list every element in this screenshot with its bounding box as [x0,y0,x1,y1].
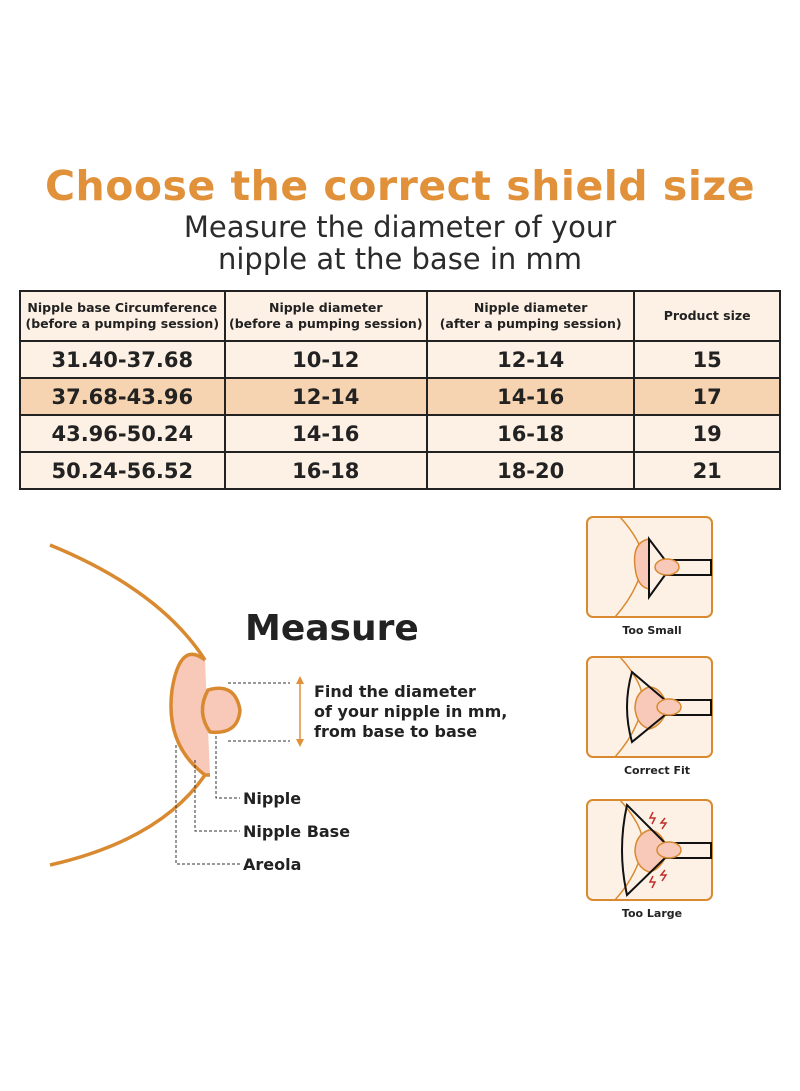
cell: 31.40-37.68 [19,340,226,379]
instruction-line-1: Find the diameter [314,682,476,701]
areola-shape [169,652,210,777]
page-title: Choose the correct shield size [44,162,756,210]
header-circumference: Nipple base Circumference (before a pumpi… [19,290,226,342]
header-product-size: Product size [633,290,781,342]
instruction-line-3: from base to base [314,722,477,741]
cell: 15 [633,340,781,379]
cell: 12-14 [223,377,428,416]
cell: 14-16 [223,414,428,453]
fit-panel-too-large [586,799,713,901]
table-header-row: Nipple base Circumference (before a pumpi… [19,290,781,342]
cell: 37.68-43.96 [19,377,226,416]
subtitle-line-2: nipple at the base in mm [217,242,583,276]
cell: 16-18 [223,451,428,490]
table-row: 31.40-37.68 10-12 12-14 15 [19,340,781,379]
header-diameter-before: Nipple diameter (before a pumping session… [223,290,428,342]
cell: 19 [633,414,781,453]
instruction-line-2: of your nipple in mm, [314,702,507,721]
cell: 21 [633,451,781,490]
cell: 10-12 [223,340,428,379]
table-row-highlighted: 37.68-43.96 12-14 14-16 17 [19,377,781,416]
label-nipple-base: Nipple Base [243,822,350,841]
fit-label-too-small: Too Small [622,624,681,637]
header-diameter-after: Nipple diameter (after a pumping session) [425,290,636,342]
cell: 14-16 [425,377,636,416]
cell: 43.96-50.24 [19,414,226,453]
breast-diagram [49,543,304,867]
table-row: 50.24-56.52 16-18 18-20 21 [19,451,781,490]
fit-panel-too-small [586,516,713,618]
fit-panel-correct-fit [586,656,713,758]
label-areola: Areola [243,855,301,874]
size-table: Nipple base Circumference (before a pumpi… [19,290,781,490]
measure-heading: Measure [245,608,419,649]
fit-label-correct-fit: Correct Fit [624,764,690,777]
table-row: 43.96-50.24 14-16 16-18 19 [19,414,781,453]
cell: 16-18 [425,414,636,453]
pain-spark-icons [648,811,668,889]
cell: 17 [633,377,781,416]
nipple-shape [200,686,242,735]
fit-label-too-large: Too Large [622,907,682,920]
cell: 50.24-56.52 [19,451,226,490]
cell: 12-14 [425,340,636,379]
label-nipple: Nipple [243,789,301,808]
cell: 18-20 [425,451,636,490]
subtitle-line-1: Measure the diameter of your [183,210,617,244]
